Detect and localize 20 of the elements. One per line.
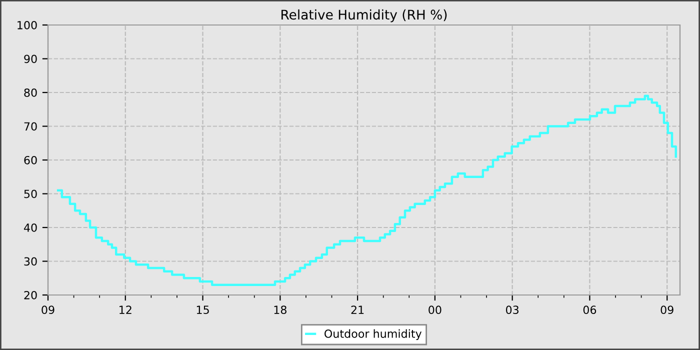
y-tick-label: 50 — [24, 190, 37, 198]
x-tick-label: 12 — [120, 306, 132, 314]
x-tick-label: 09 — [42, 306, 54, 314]
y-tick-label: 40 — [24, 223, 37, 232]
x-tick-label: 09 — [660, 306, 674, 314]
x-tick-label: 06 — [583, 306, 596, 314]
y-tick-label: 100 — [18, 20, 37, 30]
y-tick-label: 90 — [24, 54, 37, 64]
x-tick-label: 18 — [274, 306, 286, 314]
y-tick-label: 60 — [24, 156, 37, 164]
x-tick-label: 21 — [351, 306, 364, 314]
legend-label: Outdoor humidity — [324, 329, 422, 340]
y-tick-label: 30 — [24, 257, 37, 266]
y-tick-label: 70 — [24, 122, 37, 131]
x-tick-label: 03 — [506, 306, 519, 314]
y-tick-label: 20 — [24, 290, 37, 300]
x-tick-label: 15 — [196, 306, 209, 314]
x-tick-label: 00 — [428, 306, 442, 314]
y-tick-label: 80 — [24, 88, 37, 97]
chart-title: Relative Humidity (RH %) — [282, 9, 447, 22]
